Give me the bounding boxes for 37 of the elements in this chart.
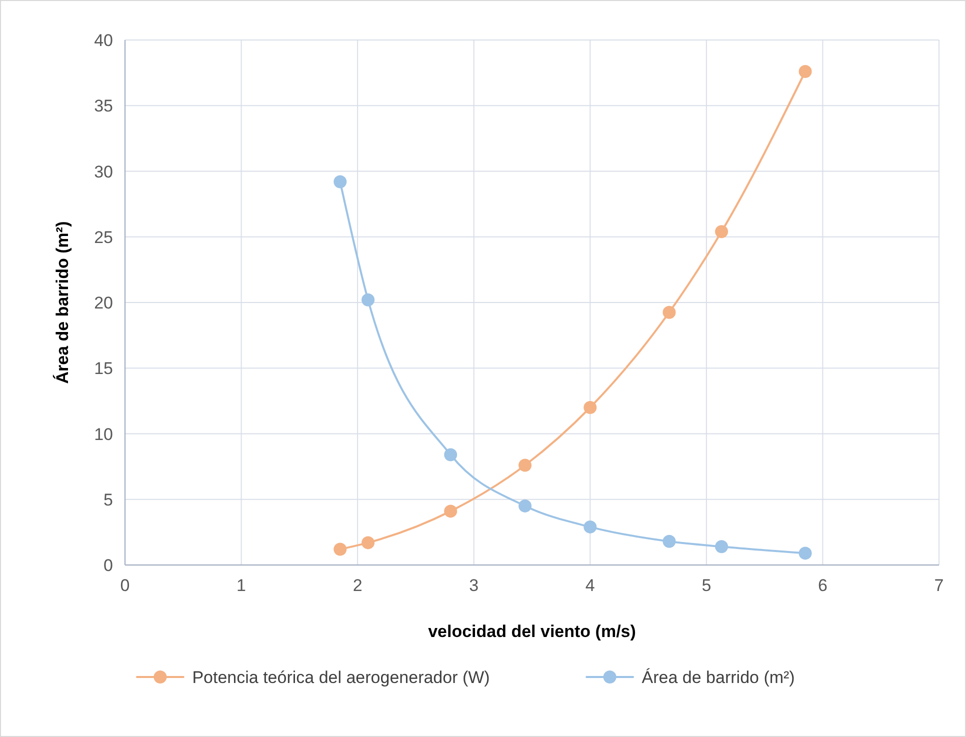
- x-tick-label: 5: [702, 576, 712, 595]
- x-tick-label: 3: [469, 576, 479, 595]
- point: [662, 306, 676, 319]
- y-axis-title: Área de barrido (m²): [52, 221, 72, 384]
- point: [334, 542, 347, 556]
- y-tick-label: 15: [94, 359, 113, 378]
- point: [444, 448, 458, 462]
- y-tick-label: 20: [94, 294, 113, 312]
- point: [584, 520, 597, 534]
- point: [518, 499, 532, 512]
- x-tick-label: 6: [818, 576, 828, 595]
- point: [798, 546, 812, 560]
- point: [715, 225, 728, 238]
- y-tick-label: 0: [104, 556, 113, 575]
- point: [584, 401, 597, 414]
- point: [444, 504, 458, 518]
- point: [662, 534, 676, 548]
- y-tick-label: 40: [94, 31, 113, 50]
- x-axis-title: velocidad del viento (m/s): [428, 622, 636, 641]
- y-tick-label: 10: [94, 424, 113, 444]
- x-tick-label: 7: [934, 576, 944, 595]
- x-tick-label: 2: [352, 576, 362, 595]
- point: [798, 65, 812, 78]
- x-tick-label: 4: [585, 576, 595, 595]
- point: [362, 536, 375, 550]
- y-tick-label: 5: [104, 490, 113, 510]
- y-tick-label: 30: [94, 162, 113, 182]
- legend-label: Potencia teórica del aerogenerador (W): [192, 668, 490, 687]
- point: [334, 175, 347, 188]
- y-tick-label: 25: [94, 228, 113, 247]
- y-tick-label: 35: [94, 96, 113, 116]
- point: [715, 540, 728, 554]
- x-tick-label: 1: [236, 576, 246, 595]
- x-tick-label: 0: [120, 576, 130, 595]
- legend-label: Área de barrido (m²): [642, 668, 795, 687]
- point: [362, 293, 375, 306]
- point: [518, 458, 532, 472]
